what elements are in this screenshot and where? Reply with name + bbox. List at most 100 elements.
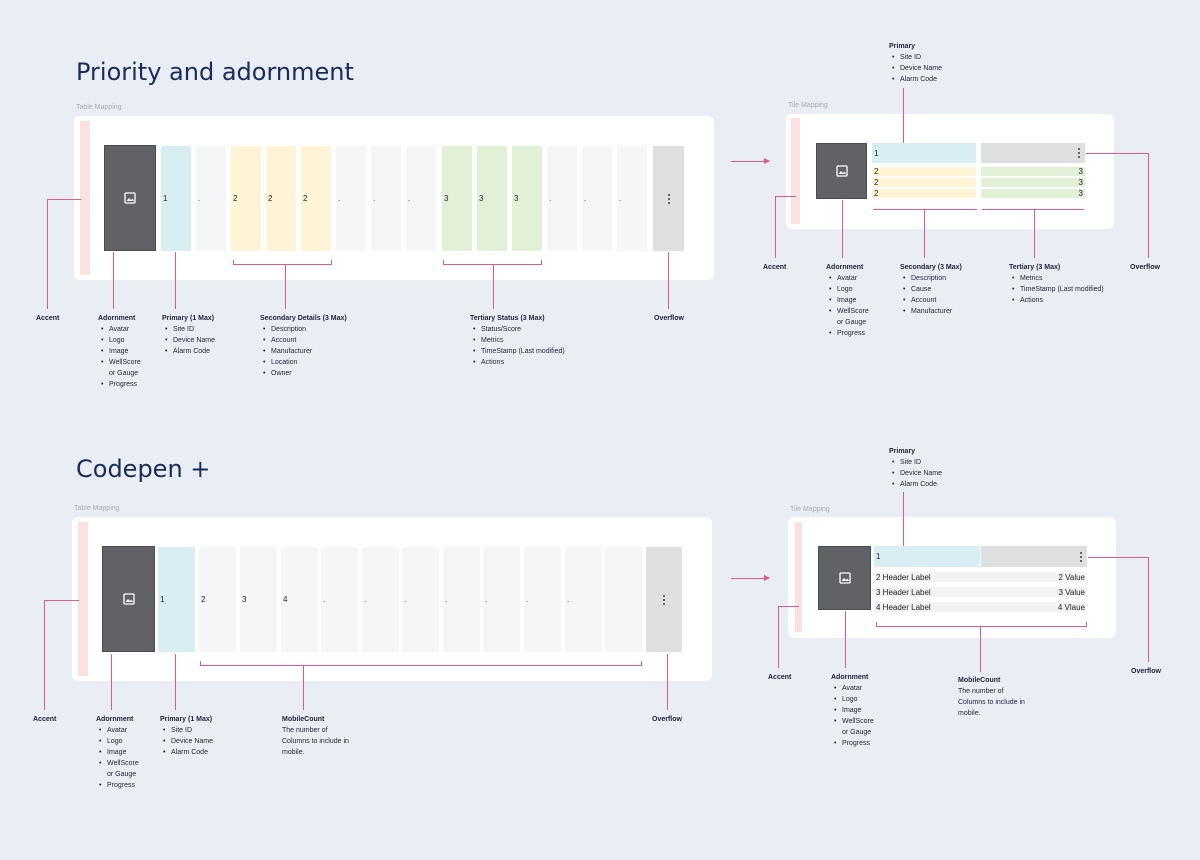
- tile-tertiary-row: 3: [981, 189, 1085, 198]
- overflow-annotation: Overflow: [654, 315, 684, 322]
- tile-primary-annotation: Primary Site ID Device Name Alarm Code: [889, 41, 942, 85]
- accent-bar: [80, 121, 90, 275]
- connector-line: [1034, 209, 1035, 258]
- table-column: .: [406, 146, 436, 251]
- adornment-cell: [104, 145, 156, 251]
- connector-line: [285, 264, 286, 309]
- accent-bar: [795, 522, 802, 632]
- table-column: .: [371, 146, 401, 251]
- table-column: .: [582, 146, 612, 251]
- tile-adornment-annotation: Adornment Avatar Logo Image WellScore or…: [831, 672, 874, 749]
- tile-overflow-annotation: Overflow: [1131, 668, 1161, 675]
- connector-line: [668, 252, 669, 309]
- adornment-annotation: Adornment Avatar Logo Image WellScore or…: [98, 313, 141, 390]
- connector-line: [47, 199, 48, 309]
- image-icon: [838, 572, 851, 584]
- table-mapping-card: 1 . 2 2 2 . . . 3 3 3 . . .: [74, 116, 714, 280]
- table-column: .: [617, 146, 647, 251]
- table-column: .: [483, 547, 520, 652]
- connector-line: [303, 665, 304, 710]
- adornment-annotation: Adornment Avatar Logo Image WellScore or…: [96, 714, 139, 791]
- tile-secondary-row: 2: [872, 167, 976, 176]
- connector-line: [775, 196, 796, 197]
- tile-data-row: 2 Header Label 2 Value: [874, 572, 1087, 582]
- kebab-menu-icon[interactable]: [663, 594, 665, 605]
- connector-line: [845, 611, 846, 668]
- adornment-cell: [818, 546, 871, 610]
- connector-line: [331, 260, 332, 265]
- kebab-menu-icon[interactable]: [1078, 148, 1080, 158]
- connector-line: [175, 654, 176, 710]
- table-column: .: [321, 547, 358, 652]
- table-column: .: [524, 547, 561, 652]
- section-title-codepen: Codepen +: [76, 455, 211, 483]
- table-column: 3: [240, 547, 277, 652]
- accent-annotation: Accent: [33, 716, 57, 723]
- tile-overflow-row[interactable]: [981, 546, 1087, 567]
- connector-line: [47, 199, 81, 200]
- connector-line: [924, 209, 925, 258]
- table-column: .: [443, 547, 480, 652]
- table-column: .: [196, 146, 226, 251]
- connector-line: [1148, 153, 1149, 258]
- primary-column: 1: [161, 146, 191, 251]
- connector-line: [44, 600, 79, 601]
- tile-adornment-annotation: Adornment Avatar Logo Image WellScore or…: [826, 262, 869, 339]
- secondary-column: 2: [266, 146, 296, 251]
- connector-line: [541, 260, 542, 265]
- kebab-menu-icon[interactable]: [1080, 551, 1082, 562]
- table-column: .: [547, 146, 577, 251]
- overflow-annotation: Overflow: [652, 716, 682, 723]
- section-title-priority: Priority and adornment: [76, 58, 354, 86]
- secondary-annotation: Secondary Details (3 Max) Description Ac…: [260, 313, 347, 379]
- table-column: 4: [281, 547, 318, 652]
- tile-accent-annotation: Accent: [763, 264, 787, 271]
- connector-line: [876, 626, 1087, 627]
- connector-line: [493, 264, 494, 309]
- connector-line: [1086, 622, 1087, 627]
- adornment-cell: [816, 143, 867, 199]
- kebab-menu-icon[interactable]: [667, 193, 670, 204]
- tile-data-row: 3 Header Label 3 Value: [874, 587, 1087, 597]
- primary-column: 1: [158, 547, 195, 652]
- connector-line: [775, 196, 776, 258]
- connector-line: [842, 200, 843, 258]
- table-column: .: [402, 547, 439, 652]
- image-icon: [122, 593, 135, 605]
- overflow-cell[interactable]: [653, 146, 684, 251]
- overflow-cell[interactable]: [646, 547, 682, 652]
- accent-bar: [791, 118, 800, 224]
- tile-primary-row: 1: [872, 143, 976, 163]
- tile-mapping-caption: Tile Mapping: [790, 506, 830, 513]
- connector-line: [443, 260, 444, 265]
- adornment-cell: [102, 546, 155, 652]
- tile-primary-annotation: Primary Site ID Device Name Alarm Code: [889, 446, 942, 490]
- connector-line: [1088, 557, 1149, 558]
- table-column: [605, 547, 642, 652]
- mobilecount-annotation: MobileCount The number of Columns to inc…: [282, 716, 349, 756]
- connector-line: [903, 88, 904, 143]
- connector-line: [175, 252, 176, 309]
- table-column: .: [362, 547, 399, 652]
- primary-annotation: Primary (1 Max) Site ID Device Name Alar…: [160, 714, 213, 758]
- tile-primary-row: 1: [874, 546, 980, 567]
- image-icon: [835, 165, 848, 177]
- image-icon: [124, 192, 136, 204]
- tile-secondary-annotation: Secondary (3 Max) Description Cause Acco…: [900, 262, 962, 317]
- connector-line: [903, 492, 904, 546]
- tile-secondary-row: 2: [872, 178, 976, 187]
- tile-mapping-card: 1 2 2 2 3 3 3: [786, 114, 1114, 229]
- table-mapping-caption: Table Mapping: [74, 505, 120, 512]
- table-column: .: [565, 547, 602, 652]
- connector-line: [641, 661, 642, 666]
- secondary-column: 2: [231, 146, 261, 251]
- arrow-right-icon: [731, 575, 770, 581]
- accent-annotation: Accent: [36, 315, 60, 322]
- accent-bar: [78, 522, 88, 676]
- connector-line: [876, 622, 877, 627]
- connector-line: [200, 665, 642, 666]
- arrow-right-icon: [731, 158, 770, 164]
- tile-overflow-row[interactable]: [981, 143, 1085, 163]
- tile-mapping-caption: Tile Mapping: [788, 102, 828, 109]
- connector-line: [980, 626, 981, 672]
